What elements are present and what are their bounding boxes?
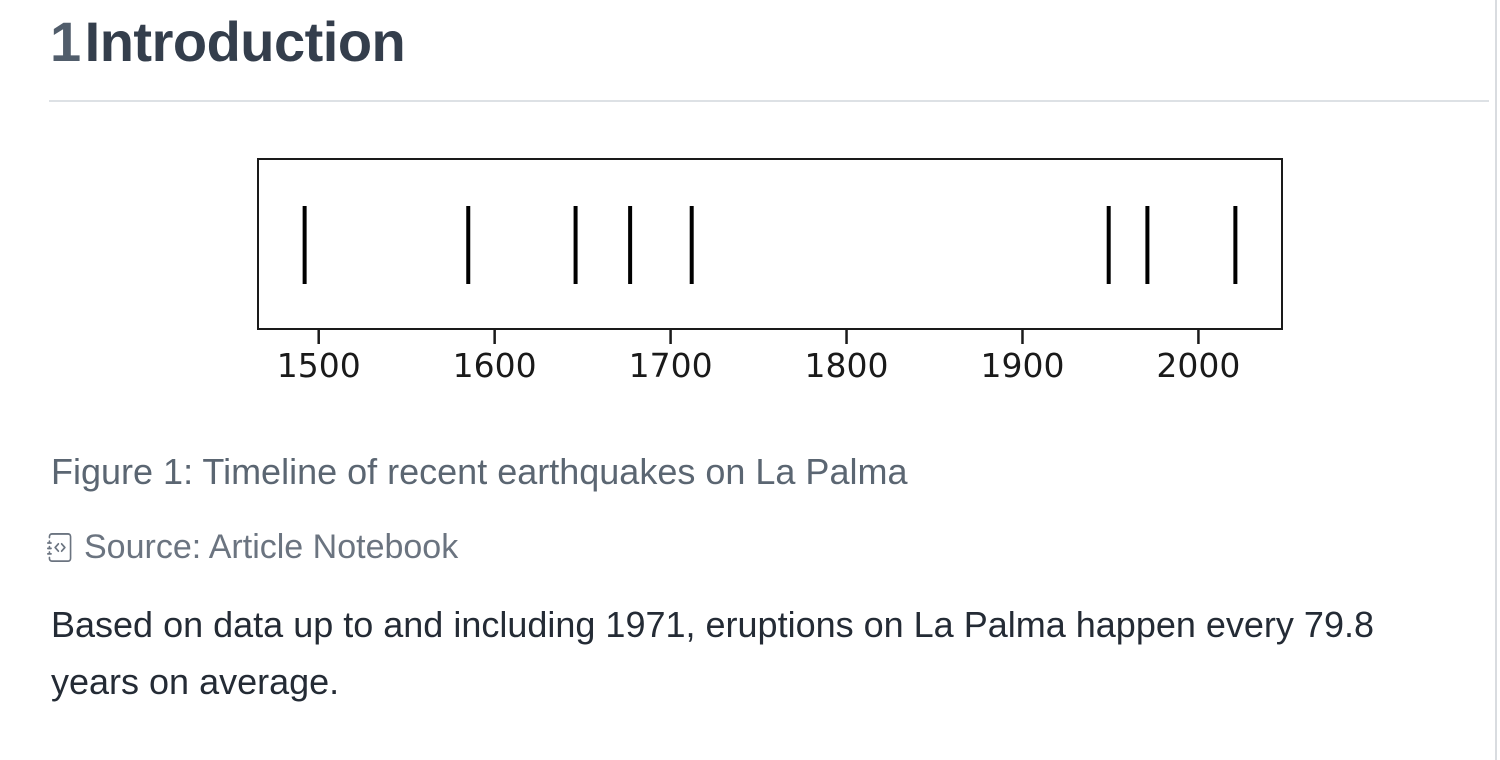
body-paragraph-line2: years on average. xyxy=(51,661,340,702)
source-link[interactable]: Source: Article Notebook xyxy=(47,528,458,567)
section-divider xyxy=(49,100,1489,102)
journal-code-icon xyxy=(47,533,72,562)
x-axis-labels: 1500 1600 1700 1800 1900 2000 xyxy=(277,346,1241,385)
figure-1: 1500 1600 1700 1800 1900 2000 xyxy=(257,158,1283,385)
body-paragraph: Based on data up to and including 1971, … xyxy=(51,596,1481,710)
timeline-plot: 1500 1600 1700 1800 1900 2000 xyxy=(257,158,1283,385)
figure-caption: Figure 1: Timeline of recent earthquakes… xyxy=(51,451,908,492)
plot-border xyxy=(257,158,1283,330)
body-paragraph-line1: Based on data up to and including 1971, … xyxy=(51,604,1374,645)
source-label: Source: Article Notebook xyxy=(84,528,459,566)
svg-text:1700: 1700 xyxy=(629,346,713,385)
x-axis-ticks xyxy=(317,329,1200,344)
page-right-border xyxy=(1495,0,1497,760)
svg-text:1900: 1900 xyxy=(980,346,1064,385)
heading-title: Introduction xyxy=(84,10,406,73)
section-heading: 1Introduction xyxy=(50,14,406,70)
heading-section-number: 1 xyxy=(50,10,81,73)
svg-text:2000: 2000 xyxy=(1156,346,1240,385)
svg-text:1800: 1800 xyxy=(805,346,889,385)
svg-text:1500: 1500 xyxy=(277,346,361,385)
event-markers xyxy=(302,206,1238,284)
svg-text:1600: 1600 xyxy=(453,346,537,385)
